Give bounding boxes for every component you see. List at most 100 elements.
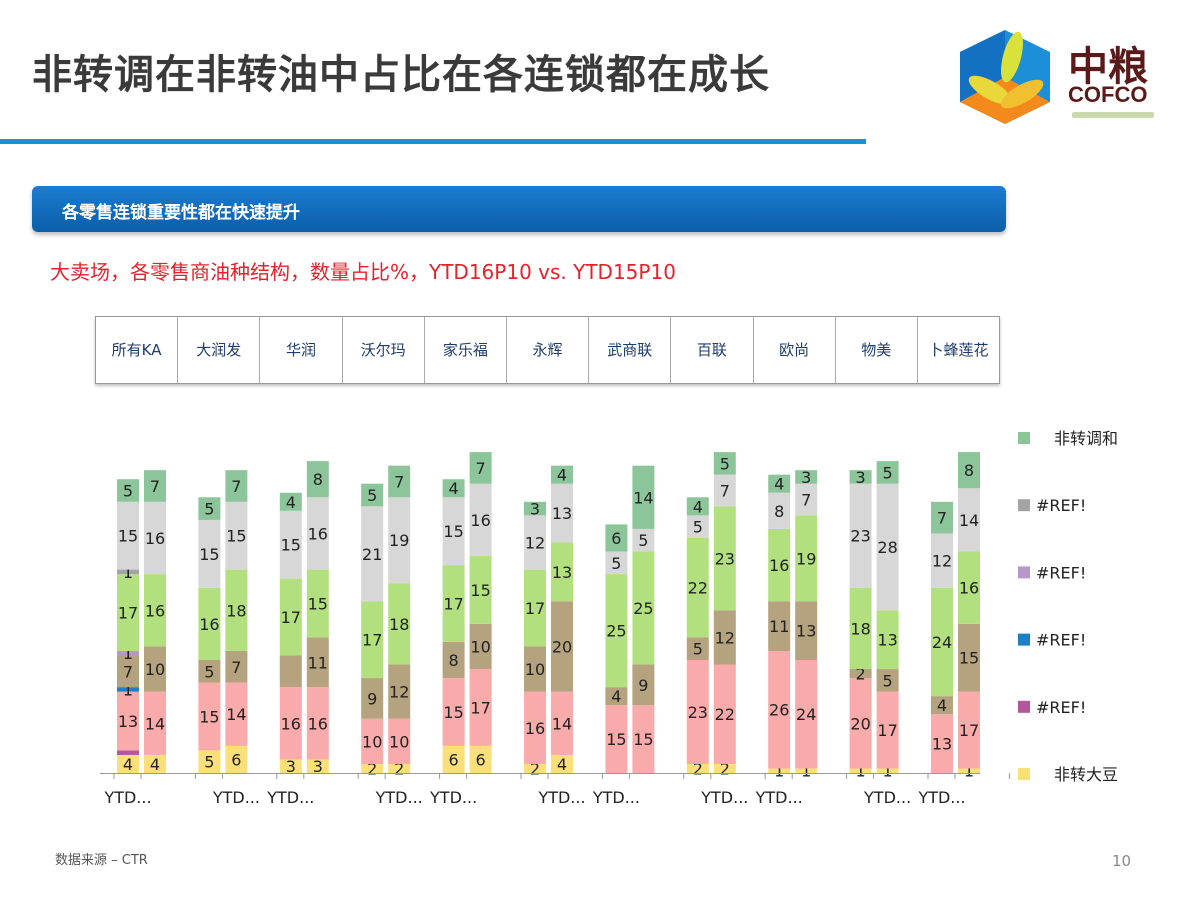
bar-segment [225, 569, 248, 651]
bar-segment [306, 759, 329, 773]
data-label: 5 [204, 662, 214, 681]
bar-segment [931, 587, 953, 697]
bar-segment [144, 470, 166, 502]
bar-segment [144, 574, 166, 647]
data-label: 3 [801, 468, 811, 487]
bar-segment [958, 623, 980, 692]
data-label: 13 [552, 504, 572, 523]
bar-segment [469, 623, 492, 670]
data-label: 2 [394, 759, 404, 778]
data-label: 11 [769, 617, 789, 636]
bar-segment [768, 492, 791, 529]
data-label: 21 [362, 545, 382, 564]
store-cell: 武商联 [589, 317, 672, 383]
bar-segment [442, 479, 465, 498]
data-label: 15 [959, 649, 979, 668]
legend-label: #REF! [1036, 563, 1086, 582]
bar-segment [524, 646, 546, 692]
data-label: 8 [774, 502, 784, 521]
bar-segment [117, 691, 139, 751]
store-cell: 欧尚 [754, 317, 836, 383]
x-tick-label: YTD... [700, 788, 748, 807]
bar-segment [876, 610, 899, 670]
store-cell: 华润 [260, 317, 343, 383]
bar-segment [795, 660, 818, 769]
data-label: 17 [118, 604, 138, 623]
data-label: 17 [525, 599, 545, 618]
data-label: 10 [145, 660, 165, 679]
store-cell: 百联 [671, 317, 754, 383]
data-label: 9 [367, 689, 377, 708]
data-label: 4 [693, 497, 703, 516]
bar-segment [306, 637, 329, 688]
bar-segment [686, 515, 709, 538]
data-label: 16 [308, 714, 328, 733]
data-label: 7 [150, 477, 160, 496]
data-label: 20 [552, 637, 572, 656]
bar-segment [361, 763, 384, 773]
data-label: 15 [470, 581, 490, 600]
data-label: 15 [199, 708, 219, 727]
bar-segment [795, 768, 818, 773]
bar-segment [551, 754, 573, 773]
data-label: 13 [877, 631, 897, 650]
x-tick-label: YTD... [429, 788, 477, 807]
bar-segment [958, 452, 980, 489]
bar-segment [117, 574, 139, 651]
bar-segment [876, 768, 899, 773]
bar-segment [469, 483, 492, 557]
data-label: 5 [883, 463, 893, 482]
bar-segment [225, 501, 248, 570]
store-cell: 沃尔玛 [343, 317, 425, 383]
bar-segment [686, 660, 709, 764]
bar-segment [388, 497, 411, 584]
data-label: 5 [638, 531, 648, 550]
data-label: 2 [856, 665, 866, 684]
data-label: 4 [774, 475, 784, 494]
data-label: 4 [123, 755, 133, 774]
data-label: 14 [633, 488, 653, 507]
data-label: 15 [606, 730, 626, 749]
bar-segment [361, 718, 384, 764]
data-label: 3 [856, 468, 866, 487]
bar-segment [306, 569, 329, 638]
data-label: 12 [715, 628, 735, 647]
bar-segment [849, 483, 872, 588]
data-label: 10 [470, 637, 490, 656]
data-label: 8 [964, 461, 974, 480]
legend-swatch [1018, 566, 1030, 579]
data-label: 1 [123, 680, 133, 699]
bar-segment [524, 515, 546, 570]
data-label: 14 [145, 714, 165, 733]
bar-segment [768, 474, 791, 493]
bar-segment [713, 610, 736, 665]
data-label: 1 [883, 762, 893, 781]
bar-segment [605, 687, 628, 706]
data-label: 16 [199, 615, 219, 634]
bar-segment [198, 750, 221, 773]
bar-segment [361, 678, 384, 719]
bar-segment [117, 479, 139, 502]
title-divider [0, 139, 866, 144]
x-tick-label: YTD... [537, 788, 585, 807]
data-label: 17 [281, 608, 301, 627]
bar-segment [849, 678, 872, 769]
bar-segment [524, 501, 546, 516]
data-label: 12 [525, 533, 545, 552]
data-label: 4 [557, 755, 567, 774]
data-label: 10 [362, 732, 382, 751]
data-label: 5 [720, 454, 730, 473]
data-label: 24 [796, 705, 816, 724]
data-label: 4 [557, 466, 567, 485]
bar-segment [117, 750, 139, 755]
data-label: 7 [394, 472, 404, 491]
data-label: 15 [443, 522, 463, 541]
data-label: 22 [715, 705, 735, 724]
data-label: 5 [123, 482, 133, 501]
data-label: 16 [308, 524, 328, 543]
data-label: 1 [856, 762, 866, 781]
bar-segment [279, 578, 302, 656]
data-label: 16 [959, 579, 979, 598]
data-label: 5 [883, 671, 893, 690]
data-label: 12 [932, 552, 952, 571]
